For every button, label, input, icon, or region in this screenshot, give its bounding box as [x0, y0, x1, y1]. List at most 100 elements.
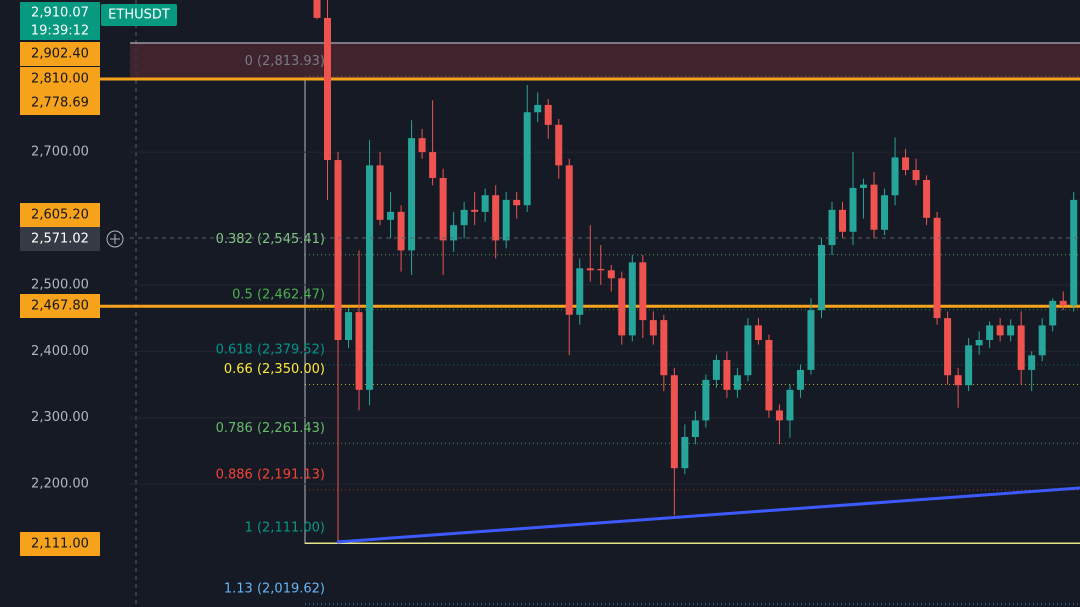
candle-body [324, 17, 332, 161]
price-tag-label: 2,902.40 [31, 47, 89, 62]
candle-body [586, 268, 594, 271]
candle-body [1049, 300, 1057, 326]
candle-body [807, 310, 815, 370]
last-price-tag [20, 2, 100, 40]
candle-body [712, 359, 720, 380]
candle-body [912, 170, 920, 180]
candle-body [376, 165, 384, 220]
candle-body [817, 245, 825, 311]
fib-label: 0.5 (2,462.47) [232, 287, 325, 302]
candle-body [492, 195, 500, 241]
add-button[interactable] [106, 230, 124, 248]
candle-body [618, 278, 626, 336]
candle-body [502, 199, 510, 241]
crosshair-price: 2,571.02 [31, 232, 89, 247]
candle-body [418, 138, 426, 153]
candle-body [702, 379, 710, 421]
candle-body [660, 320, 668, 376]
candle-body [691, 420, 699, 437]
candle-body [786, 389, 794, 421]
candle-body [860, 184, 868, 188]
candle-body [639, 262, 647, 321]
candle-body [555, 124, 563, 166]
price-tag [20, 294, 100, 318]
candle-body [723, 359, 731, 390]
candle-body [397, 211, 405, 251]
fib-label: 0.886 (2,191.13) [216, 468, 325, 483]
candle-body [1007, 325, 1015, 336]
candle-body [523, 112, 531, 206]
fib-label: 0.66 (2,350.00) [224, 362, 325, 377]
candle-body [513, 199, 521, 206]
candle-body [313, 0, 321, 18]
candle-body [1059, 300, 1067, 306]
price-label: 2,700.00 [31, 145, 89, 160]
candle-body [891, 157, 899, 196]
candle-body [345, 312, 353, 341]
candle-body [839, 209, 846, 232]
candle-body [597, 268, 605, 271]
candle-body [733, 375, 741, 390]
candle-body [744, 325, 752, 376]
candle-body [754, 325, 762, 341]
price-tag-label: 2,605.20 [31, 208, 89, 223]
fib-label: 1 (2,111.00) [245, 521, 325, 536]
candle-body [933, 217, 941, 319]
symbol-tag [101, 4, 177, 26]
candle-body [775, 410, 783, 421]
candle-body [954, 375, 962, 386]
candle-body [565, 165, 573, 315]
candle-body [765, 340, 773, 411]
candle-body [828, 209, 836, 246]
price-label: 2,400.00 [31, 344, 89, 359]
candle-body [1070, 199, 1078, 306]
candle-body [965, 345, 973, 386]
candle-body [607, 270, 615, 279]
candle-body [681, 436, 689, 469]
price-tag [20, 91, 100, 115]
candle-body [408, 138, 416, 251]
candle-body [439, 177, 447, 241]
candle-body [902, 157, 910, 171]
candle-body [576, 268, 584, 315]
zone [130, 43, 1080, 79]
price-tag-label: 2,111.00 [31, 537, 89, 552]
price-tag-label: 2,778.69 [31, 96, 89, 111]
candle-body [849, 187, 857, 232]
fib-label: 0 (2,813.93) [245, 54, 325, 69]
candle-body [996, 325, 1004, 336]
price-tag [20, 203, 100, 227]
candle-body [429, 152, 437, 178]
candle-body [481, 195, 489, 212]
candle-body [1028, 355, 1036, 370]
candle-body [649, 320, 657, 336]
price-tag-label: 2,810.00 [31, 72, 89, 87]
candle-body [628, 262, 636, 336]
price-tag [20, 42, 100, 66]
candle-body [975, 340, 983, 346]
candle-body [1017, 325, 1025, 370]
candle-body [355, 312, 363, 390]
candle-body [670, 375, 678, 469]
price-tag [20, 67, 100, 91]
candle-body [334, 160, 342, 341]
last-price: 2,910.07 [31, 6, 89, 21]
candle-body [796, 369, 804, 390]
candle-body [544, 104, 552, 125]
candle-body [387, 211, 395, 220]
fib-label: 0.786 (2,261.43) [216, 421, 325, 436]
trend-line [336, 486, 1080, 544]
candle-body [460, 209, 468, 226]
candle-body [944, 318, 952, 376]
candle-body [1038, 325, 1046, 356]
add-icon [110, 234, 120, 244]
price-label: 2,200.00 [31, 477, 89, 492]
crosshair-tag [20, 227, 100, 251]
price-tag [20, 532, 100, 556]
symbol: ETHUSDT [108, 8, 170, 23]
candle-body [923, 179, 931, 218]
candle-body [881, 195, 889, 230]
